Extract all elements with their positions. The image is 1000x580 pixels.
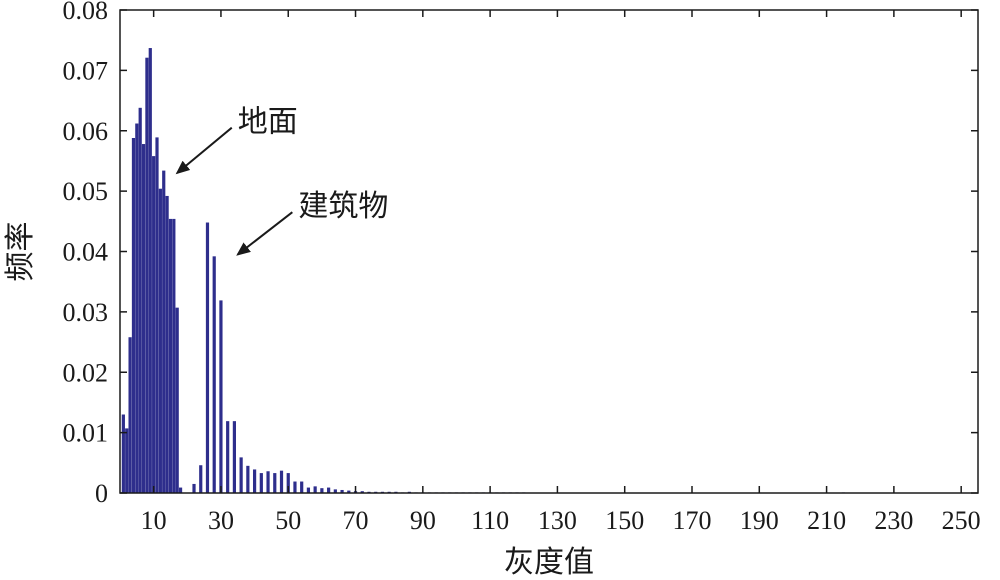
- histogram-bar: [205, 222, 210, 493]
- annotation-arrow: [236, 211, 293, 256]
- histogram-bar: [232, 421, 236, 493]
- histogram-bar: [192, 483, 196, 493]
- histogram-bar: [168, 218, 173, 493]
- histogram-bar: [273, 473, 277, 493]
- x-tick-label: 50: [275, 506, 301, 535]
- histogram-bar: [162, 170, 166, 493]
- histogram-bar: [138, 107, 142, 493]
- x-axis: 10 30 50 70 90 110 130 150 170 190 210 230 250: [141, 10, 981, 535]
- y-tick-label: 0.06: [63, 117, 109, 146]
- histogram-bar: [131, 138, 136, 493]
- histogram-bar: [199, 465, 203, 493]
- histogram-bar: [148, 48, 152, 493]
- x-tick-label: 30: [208, 506, 234, 535]
- histogram-bar: [246, 465, 250, 493]
- histogram-bar: [293, 481, 297, 493]
- histogram-bar: [158, 188, 162, 493]
- y-tick-label: 0.08: [63, 0, 109, 25]
- histogram-bar: [145, 57, 149, 493]
- y-tick-label: 0: [95, 479, 108, 508]
- histogram-bar: [141, 144, 146, 493]
- histogram-bar: [128, 337, 132, 493]
- annotation-label: 建筑物: [298, 189, 388, 224]
- x-axis-title: 灰度值: [504, 545, 594, 580]
- x-tick-label: 170: [673, 506, 712, 535]
- histogram-bar: [340, 489, 344, 493]
- histogram-bar: [226, 421, 230, 493]
- histogram-bar: [360, 491, 364, 493]
- plot-area-frame: [119, 9, 979, 494]
- histogram-bar: [239, 457, 243, 493]
- histogram-bar: [152, 156, 156, 494]
- x-tick-label: 150: [605, 506, 644, 535]
- histogram-bar: [300, 481, 304, 493]
- y-tick-label: 0.03: [63, 298, 109, 327]
- x-tick-label: 250: [942, 506, 981, 535]
- x-tick-label: 190: [740, 506, 779, 535]
- annotation-arrow: [175, 126, 233, 175]
- histogram-bar: [266, 471, 270, 493]
- annotation-label: 地面: [238, 105, 298, 140]
- histogram-bar: [135, 123, 139, 493]
- histogram-bar: [259, 473, 263, 493]
- y-tick-label: 0.04: [63, 238, 109, 267]
- histogram-bar: [279, 470, 284, 493]
- histogram-bar: [175, 307, 179, 493]
- y-axis: 0 0.01 0.02 0.03 0.04 0.05 0.06 0.07 0.08: [63, 0, 978, 508]
- x-tick-label: 210: [807, 506, 846, 535]
- histogram-bar: [313, 486, 317, 493]
- histogram-bar: [121, 414, 125, 493]
- histogram-bar: [155, 137, 159, 493]
- y-tick-label: 0.02: [63, 358, 109, 387]
- histogram-bar: [333, 489, 337, 493]
- x-tick-label: 90: [410, 506, 436, 535]
- x-tick-label: 110: [471, 506, 509, 535]
- histogram-bar: [165, 195, 169, 493]
- x-tick-label: 10: [141, 506, 167, 535]
- histogram-bar: [306, 487, 311, 493]
- histogram-bar: [219, 300, 223, 493]
- histogram-bar: [286, 473, 290, 493]
- x-tick-label: 130: [538, 506, 577, 535]
- y-tick-label: 0.07: [63, 56, 109, 85]
- y-axis-title: 频率: [3, 222, 38, 282]
- y-tick-label: 0.01: [63, 419, 109, 448]
- histogram-bar: [125, 428, 129, 493]
- histogram-bar: [320, 488, 324, 493]
- histogram-bar: [252, 469, 257, 493]
- x-tick-label: 230: [874, 506, 913, 535]
- y-tick-label: 0.05: [63, 177, 109, 206]
- histogram-bar: [172, 218, 176, 493]
- histogram-bars: [121, 48, 846, 494]
- histogram-bar: [212, 256, 216, 493]
- x-tick-label: 70: [343, 506, 369, 535]
- histogram-bar: [327, 487, 331, 493]
- histogram-bar: [178, 487, 183, 493]
- histogram-bar: [347, 490, 351, 493]
